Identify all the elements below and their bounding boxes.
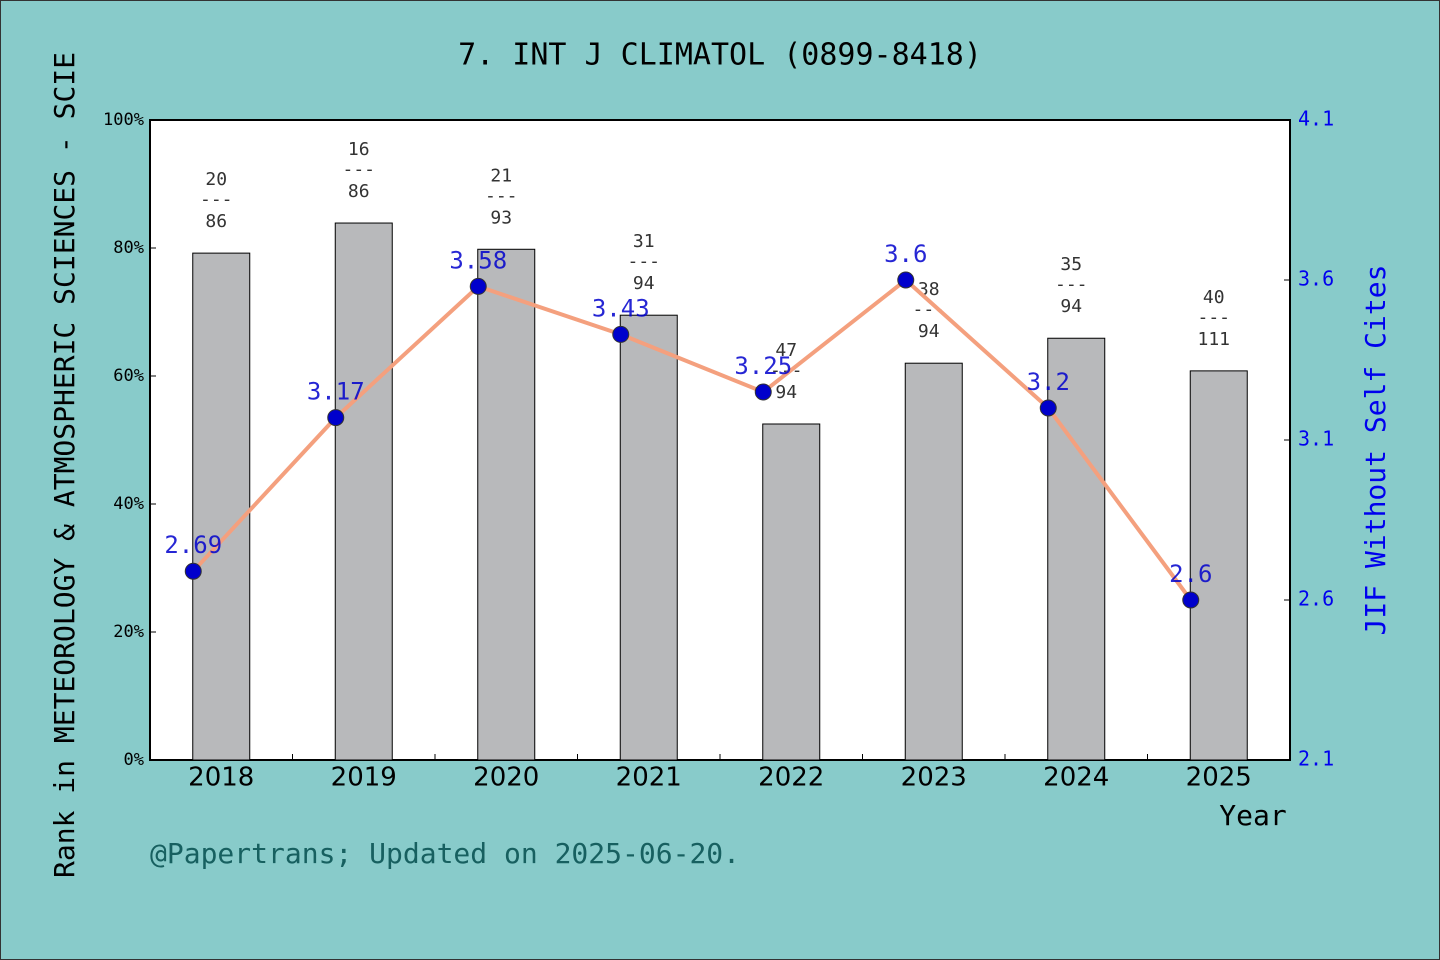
point [184, 562, 202, 580]
x-tick-label: 2024 [1043, 763, 1109, 793]
point [612, 325, 630, 343]
rank-separator: --- [627, 251, 660, 272]
y2-tick-label: 2.1 [1298, 747, 1334, 771]
x-tick-label: 2023 [901, 763, 967, 793]
point [469, 277, 487, 295]
rank-total: 86 [205, 211, 227, 232]
x-tick-label: 2019 [331, 763, 397, 793]
plot-area [149, 119, 1291, 761]
rank-total: 94 [918, 321, 940, 342]
x-tick-label: 2020 [473, 763, 539, 793]
rank-label: 21 [490, 165, 512, 186]
point [1182, 591, 1200, 609]
x-tick-label: 2021 [616, 763, 682, 793]
value-label: 3.58 [449, 246, 507, 274]
y2-tick-label: 2.6 [1298, 587, 1334, 611]
y2-axis-label: JIF Without Self Cites [1359, 265, 1392, 636]
value-label: 3.17 [307, 378, 365, 406]
bar [904, 362, 963, 761]
rank-separator: --- [342, 159, 375, 180]
y-tick-label: 80% [113, 238, 144, 258]
point [1039, 399, 1057, 417]
rank-label: 16 [348, 139, 370, 160]
bar [477, 248, 536, 761]
y-tick-label: 40% [113, 494, 144, 514]
value-label: 3.6 [884, 240, 927, 268]
rank-label: 40 [1203, 287, 1225, 308]
x-axis-label: Year [1219, 799, 1286, 832]
bar [619, 314, 678, 761]
bar [762, 423, 821, 761]
value-label: 3.25 [734, 352, 792, 380]
value-label: 3.43 [592, 294, 650, 322]
y-tick-label: 60% [113, 366, 144, 386]
value-label: 3.2 [1027, 368, 1070, 396]
y-tick-label: 20% [113, 622, 144, 642]
y-axis-label: Rank in METEOROLOGY & ATMOSPHERIC SCIENC… [48, 52, 81, 878]
rank-separator: --- [912, 299, 945, 320]
x-tick-label: 2022 [758, 763, 824, 793]
line [191, 277, 1193, 602]
rank-total: 94 [1060, 296, 1082, 317]
x-tick-label: 2018 [188, 763, 254, 793]
point [327, 409, 345, 427]
value-label: 2.69 [164, 531, 222, 559]
bar [1189, 370, 1248, 761]
rank-total: 86 [348, 181, 370, 202]
x-tick-label: 2025 [1186, 763, 1252, 793]
bar [192, 252, 251, 761]
point [754, 383, 772, 401]
rank-total: 111 [1197, 329, 1230, 350]
value-label: 2.6 [1169, 560, 1212, 588]
rank-label: 35 [1060, 254, 1082, 275]
footer: @Papertrans; Updated on 2025-06-20. [150, 837, 740, 870]
rank-total: 94 [633, 273, 655, 294]
rank-label: 20 [205, 169, 227, 190]
rank-label: 47 [775, 340, 797, 361]
rank-total: 93 [490, 207, 512, 228]
bar [1047, 337, 1106, 761]
bar [334, 222, 393, 761]
y-tick-label: 100% [103, 110, 144, 130]
y2-tick-label: 3.1 [1298, 427, 1334, 451]
rank-separator: --- [1055, 274, 1088, 295]
rank-separator: --- [200, 189, 233, 210]
point [897, 271, 915, 289]
y2-tick-label: 3.6 [1298, 267, 1334, 291]
rank-total: 94 [775, 382, 797, 403]
y2-tick-label: 4.1 [1298, 107, 1334, 131]
rank-separator: --- [485, 185, 518, 206]
chart-title: 7. INT J CLIMATOL (0899-8418) [458, 38, 982, 73]
rank-label: 31 [633, 231, 655, 252]
rank-label: 38 [918, 279, 940, 300]
rank-separator: --- [1197, 307, 1230, 328]
y-tick-label: 0% [124, 750, 144, 770]
